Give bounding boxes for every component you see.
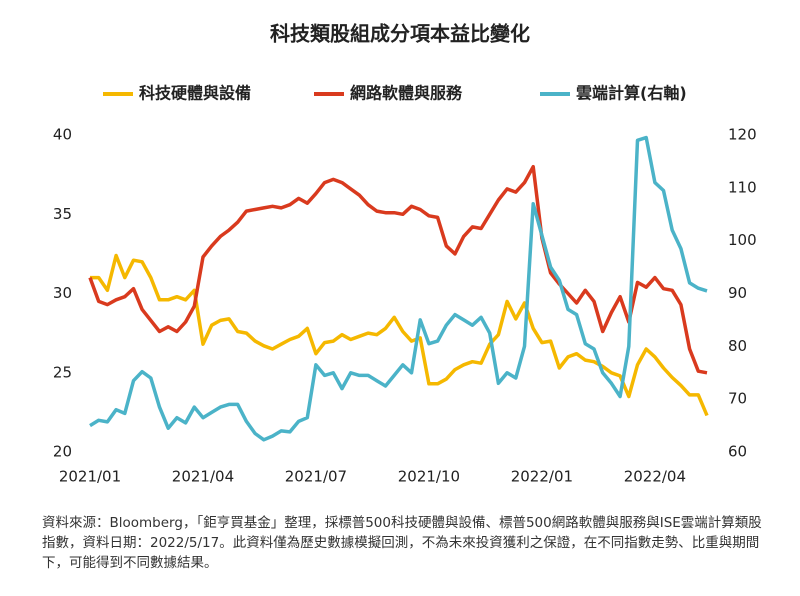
chart: 科技類股組成分項本益比變化 20 25 30 35 40 60 70 80 90 100 110 12… <box>53 22 757 486</box>
legend-label: 科技硬體與設備 <box>139 84 251 103</box>
series-line <box>88 164 708 375</box>
series-line <box>90 253 709 417</box>
legend-label: 雲端計算(右軸) <box>576 84 687 103</box>
x-tick-label: 2021/10 <box>398 468 460 486</box>
series-line <box>89 135 708 442</box>
chart-title: 科技類股組成分項本益比變化 <box>270 22 530 46</box>
y-tick-label: 40 <box>53 126 72 144</box>
y2-tick-label: 60 <box>728 443 747 461</box>
x-tick-label: 2022/04 <box>624 468 686 486</box>
source-note: 資料來源：Bloomberg，「鉅亨買基金」整理，採標普500科技硬體與設備、標… <box>42 515 762 571</box>
y-tick-label: 20 <box>53 443 72 461</box>
y2-tick-label: 110 <box>728 178 757 196</box>
y-tick-label: 25 <box>53 363 72 381</box>
x-tick-label: 2021/04 <box>172 468 234 486</box>
y2-tick-label: 120 <box>728 126 757 144</box>
legend-label: 網路軟體與服務 <box>350 84 463 103</box>
y2-tick-label: 70 <box>728 390 747 408</box>
y-tick-label: 30 <box>53 284 72 302</box>
x-tick-label: 2021/07 <box>285 468 347 486</box>
y2-tick-label: 90 <box>728 284 747 302</box>
x-tick-label: 2021/01 <box>59 468 121 486</box>
x-tick-label: 2022/01 <box>511 468 573 486</box>
y-tick-label: 35 <box>53 205 72 223</box>
y2-tick-label: 100 <box>728 231 757 249</box>
y2-tick-label: 80 <box>728 337 747 355</box>
